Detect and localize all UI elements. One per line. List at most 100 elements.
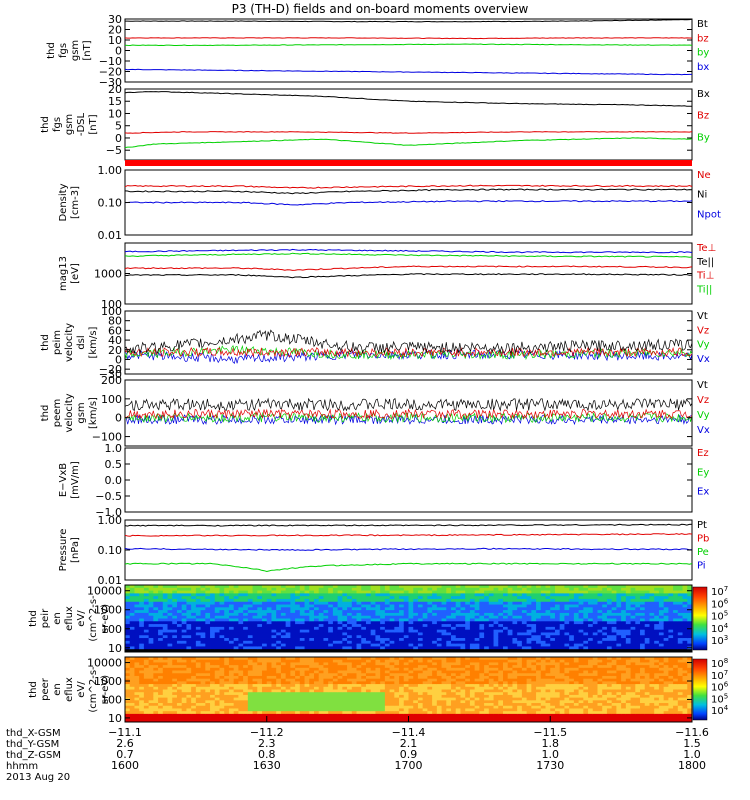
spectrogram-cell (304, 626, 310, 631)
spectrogram-cell (649, 649, 655, 653)
spectrogram-cell (233, 719, 239, 723)
spectrogram-cell (252, 618, 258, 622)
spectrogram-cell (186, 621, 192, 625)
spectrogram-cell (640, 593, 646, 597)
spectrogram-cell (351, 615, 357, 619)
spectrogram-cell (143, 713, 150, 717)
spectrogram-cell (484, 618, 490, 622)
spectrogram-cell (266, 646, 272, 650)
spectrogram-cell (578, 635, 584, 639)
spectrogram-cell (465, 604, 471, 608)
spectrogram-cell (550, 618, 556, 622)
spectrogram-cell (228, 673, 235, 677)
spectrogram-cell (205, 635, 211, 639)
spectrogram-cell (526, 646, 532, 650)
spectrogram-cell (337, 635, 343, 639)
spectrogram-cell (602, 635, 608, 639)
spectrogram-cell (219, 621, 225, 625)
spectrogram-cell (554, 638, 561, 642)
spectrogram-cell (125, 705, 131, 709)
spectrogram-cell (403, 621, 409, 625)
y-axis-label-line: eflux (64, 606, 75, 631)
spectrogram-cell (342, 670, 348, 674)
spectrogram-cell (451, 596, 457, 600)
spectrogram-cell (257, 643, 263, 647)
spectrogram-cell (417, 610, 424, 614)
spectrogram-cell (465, 681, 471, 685)
spectrogram-cell (181, 596, 187, 600)
spectrogram-cell (332, 590, 339, 594)
spectrogram-cell (455, 601, 461, 605)
spectrogram-cell (271, 716, 277, 720)
spectrogram-cell (290, 665, 296, 669)
spectrogram-cell (436, 604, 442, 608)
spectrogram-cell (139, 662, 145, 666)
y-tick-label: 0 (115, 45, 122, 58)
colorbar-tick-label: 103 (711, 634, 728, 647)
spectrogram-cell (356, 615, 362, 619)
spectrogram-cell (176, 643, 183, 647)
spectrogram-cell (479, 659, 485, 663)
spectrogram-cell (328, 612, 334, 617)
spectrogram-cell (139, 681, 145, 685)
spectrogram-cell (380, 615, 386, 619)
spectrogram-cell (181, 590, 187, 594)
spectrogram-cell (356, 590, 362, 594)
spectrogram-cell (687, 593, 693, 597)
spectrogram-cell (441, 673, 447, 677)
spectrogram-cell (276, 703, 282, 707)
spectrogram-cell (484, 643, 490, 647)
spectrogram-cell (167, 587, 173, 591)
spectrogram-cell (125, 694, 131, 699)
spectrogram-cell (139, 686, 145, 690)
spectrogram-cell (167, 649, 173, 653)
spectrogram-cell (474, 692, 480, 696)
spectrogram-cell (399, 621, 405, 625)
spectrogram-cell (441, 700, 447, 704)
spectrogram-cell (356, 638, 362, 642)
spectrogram-cell (285, 670, 291, 674)
spectrogram-cell (139, 624, 145, 628)
spectrogram-cell (219, 678, 225, 682)
spectrogram-cell (224, 598, 230, 603)
spectrogram-cell (441, 675, 447, 680)
spectrogram-cell (224, 670, 230, 674)
spectrogram-cell (210, 615, 216, 619)
spectrogram-cell (224, 638, 230, 642)
spectrogram-cell (465, 716, 471, 720)
spectrogram-cell (219, 590, 225, 594)
spectrogram-cell (323, 593, 329, 597)
spectrogram-cell (299, 640, 305, 645)
spectrogram-cell (342, 684, 348, 688)
spectrogram-cell (158, 659, 164, 663)
spectrogram-cell (205, 700, 211, 704)
spectrogram-cell (375, 675, 381, 680)
spectrogram-cell (446, 649, 452, 653)
spectrogram-cell (436, 694, 442, 699)
spectrogram-cell (441, 601, 447, 605)
spectrogram-cell (134, 598, 140, 603)
spectrogram-cell (243, 626, 249, 631)
spectrogram-cell (290, 626, 296, 631)
spectrogram-cell (200, 708, 206, 712)
spectrogram-cell (512, 649, 518, 653)
spectrogram-cell (243, 692, 249, 696)
spectrogram-cell (243, 624, 249, 628)
spectrogram-cell (162, 638, 168, 642)
spectrogram-cell (474, 598, 480, 603)
spectrogram-cell (129, 711, 135, 715)
spectrogram-cell (474, 700, 480, 704)
spectrogram-cell (677, 593, 683, 597)
spectrogram-cell (252, 700, 258, 704)
spectrogram-cell (219, 585, 225, 589)
spectrogram-cell (143, 610, 150, 614)
spectrogram-cell (252, 694, 258, 699)
spectrogram-cell (380, 703, 386, 707)
spectrogram-cell (304, 612, 310, 617)
spectrogram-cell (687, 590, 693, 594)
spectrogram-cell (224, 675, 230, 680)
spectrogram-cell (550, 632, 556, 636)
spectrogram-cell (323, 621, 329, 625)
spectrogram-cell (318, 711, 324, 715)
spectrogram-cell (125, 689, 131, 693)
